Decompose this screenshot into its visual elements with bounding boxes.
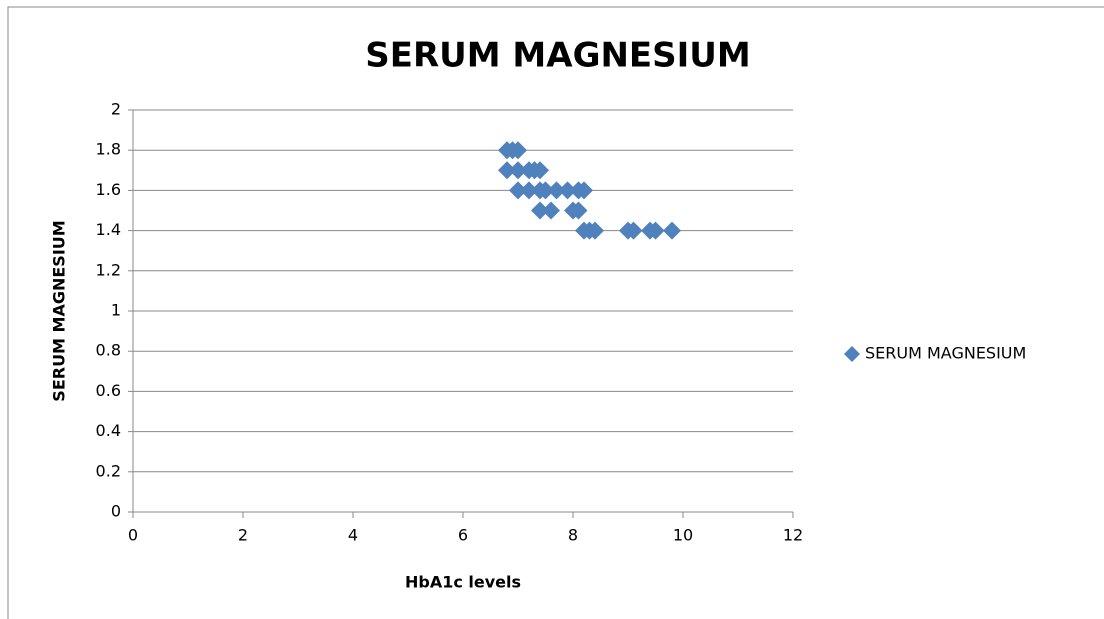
legend-label: SERUM MAGNESIUM bbox=[865, 344, 1026, 363]
y-tick-label: 0.6 bbox=[96, 381, 121, 400]
y-tick-label: 0 bbox=[111, 502, 121, 521]
y-tick-label: 2 bbox=[111, 100, 121, 119]
point bbox=[520, 181, 538, 200]
point bbox=[509, 141, 527, 160]
y-axis-label: SERUM MAGNESIUM bbox=[50, 220, 69, 401]
point bbox=[569, 201, 588, 220]
chart-title: SERUM MAGNESIUM bbox=[365, 36, 751, 76]
point bbox=[624, 221, 643, 240]
x-tick-label: 12 bbox=[783, 526, 803, 545]
point bbox=[531, 161, 549, 180]
point bbox=[646, 221, 665, 240]
y-tick-label: 1.4 bbox=[96, 220, 121, 239]
point bbox=[536, 181, 555, 200]
point bbox=[542, 201, 560, 220]
point bbox=[663, 221, 681, 240]
point bbox=[547, 181, 566, 200]
point bbox=[558, 181, 577, 200]
point bbox=[509, 181, 527, 200]
x-axis-label: HbA1c levels bbox=[405, 573, 521, 592]
x-tick-label: 10 bbox=[673, 526, 693, 545]
y-tick-label: 0.4 bbox=[96, 421, 121, 440]
x-tick-label: 4 bbox=[348, 526, 358, 545]
x-tick-label: 2 bbox=[238, 526, 248, 545]
point bbox=[575, 181, 593, 200]
legend-marker bbox=[844, 346, 860, 362]
x-tick-label: 0 bbox=[128, 526, 138, 545]
y-tick-label: 1.6 bbox=[96, 180, 121, 199]
y-tick-label: 1.2 bbox=[96, 260, 121, 279]
y-tick-label: 1.8 bbox=[96, 140, 121, 159]
chart-frame bbox=[7, 6, 1104, 619]
y-tick-label: 0.2 bbox=[96, 461, 121, 480]
point bbox=[531, 201, 549, 220]
point bbox=[586, 221, 604, 240]
point bbox=[509, 161, 527, 180]
x-tick-label: 8 bbox=[568, 526, 578, 545]
y-tick-label: 1 bbox=[111, 301, 121, 320]
x-tick-label: 6 bbox=[458, 526, 468, 545]
point bbox=[498, 161, 516, 180]
y-tick-label: 0.8 bbox=[96, 341, 121, 360]
